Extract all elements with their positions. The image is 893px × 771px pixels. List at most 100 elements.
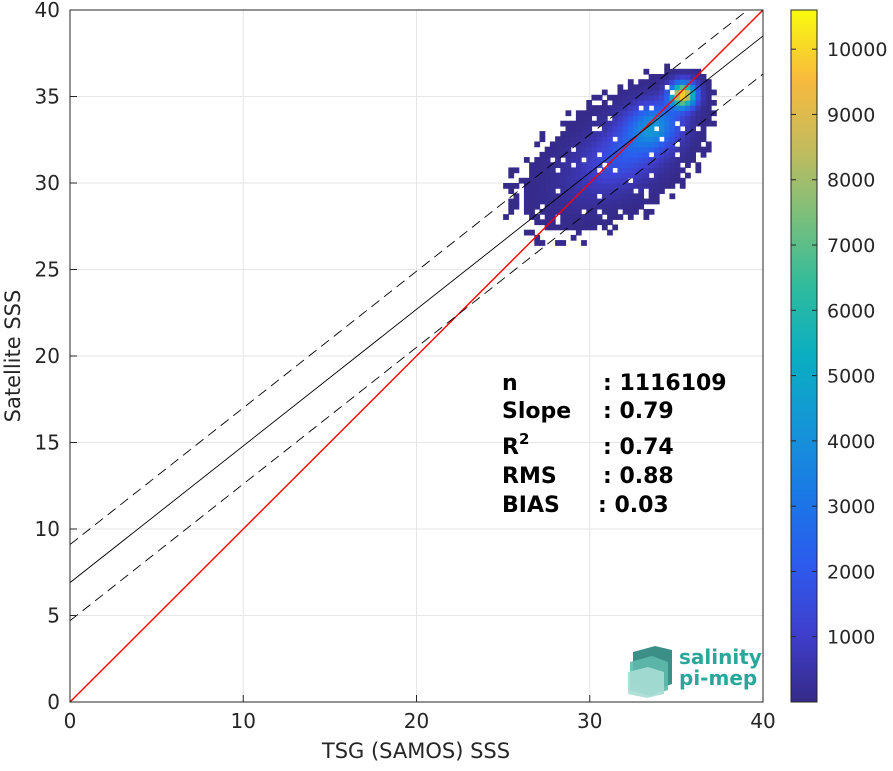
density-cell [581, 120, 587, 127]
x-tick-label: 30 [577, 709, 602, 733]
density-cell [627, 136, 634, 143]
density-cell [690, 115, 697, 122]
density-cell [700, 131, 707, 137]
density-cell [586, 188, 593, 194]
density-cell [544, 203, 551, 210]
density-cell [513, 193, 520, 200]
density-cell [622, 157, 629, 163]
density-cell [705, 84, 712, 91]
density-cell [679, 183, 686, 189]
density-cell [653, 193, 660, 200]
density-cell [643, 94, 650, 101]
density-cell [690, 89, 697, 96]
density-cell [601, 157, 608, 163]
density-cell [607, 172, 613, 179]
density-heatmap [503, 63, 717, 246]
density-cell [607, 151, 613, 158]
density-cell [664, 177, 671, 184]
density-cell [617, 84, 624, 91]
density-cell [549, 219, 556, 226]
density-cell [596, 219, 603, 226]
density-cell [690, 141, 697, 148]
density-cell [622, 120, 629, 127]
density-cell [685, 84, 691, 91]
density-cell [669, 141, 676, 148]
density-cell [560, 177, 567, 184]
density-cell [705, 105, 712, 111]
density-cell [570, 208, 577, 215]
density-cell [601, 193, 608, 200]
density-cell [669, 136, 676, 143]
density-cell [679, 68, 686, 75]
density-cell [575, 167, 582, 174]
density-cell [508, 188, 515, 194]
density-cell [622, 89, 629, 96]
density-cell [648, 94, 655, 101]
density-cell [669, 110, 676, 117]
density-cell [685, 99, 691, 106]
density-cell [695, 105, 702, 111]
density-cell [544, 162, 551, 169]
density-cell [617, 203, 624, 210]
density-cell [565, 224, 572, 231]
density-cell [549, 193, 556, 200]
density-cell [685, 131, 691, 137]
density-cell [705, 146, 712, 153]
density-cell [664, 74, 671, 80]
density-cell [674, 115, 681, 122]
density-cell [690, 157, 697, 163]
density-cell [607, 188, 613, 194]
density-cell [539, 198, 546, 205]
logo-layer-front-icon [628, 667, 664, 698]
density-cell [575, 146, 582, 153]
logo-line2: pi-mep [679, 666, 757, 690]
density-cell [570, 193, 577, 200]
density-cell [638, 141, 645, 148]
density-cell [539, 136, 546, 143]
y-tick-label: 30 [35, 171, 60, 195]
density-cell [549, 146, 556, 153]
density-cell [633, 136, 639, 143]
density-cell [643, 157, 650, 163]
density-cell [534, 219, 541, 226]
density-cell [601, 208, 608, 215]
density-cell [617, 151, 624, 158]
density-cell [648, 84, 655, 91]
density-cell [560, 151, 567, 158]
density-cell [586, 131, 593, 137]
density-cell [575, 208, 582, 215]
density-cell [591, 208, 598, 215]
stat-value: : 0.88 [603, 464, 674, 489]
density-cell [690, 84, 697, 91]
density-cell [659, 157, 665, 163]
density-cell [539, 240, 546, 246]
density-cell [560, 146, 567, 153]
density-cell [664, 79, 671, 85]
density-cell [700, 94, 707, 101]
density-cell [617, 183, 624, 189]
density-cell [659, 167, 665, 174]
density-cell [549, 177, 556, 184]
density-cell [607, 214, 613, 220]
colorbar-tick-label: 9000 [827, 104, 875, 126]
density-cell [612, 224, 619, 231]
density-cell [549, 188, 556, 194]
density-cell [565, 162, 572, 169]
density-cell [612, 105, 619, 111]
density-cell [622, 193, 629, 200]
density-cell [565, 177, 572, 184]
stat-label: RMS [502, 464, 557, 489]
density-cell [638, 84, 645, 91]
density-cell [591, 219, 598, 226]
density-cell [664, 131, 671, 137]
density-cell [638, 203, 645, 210]
density-cell [565, 193, 572, 200]
y-tick-label: 0 [47, 690, 60, 714]
density-cell [508, 167, 515, 174]
density-cell [659, 89, 665, 96]
density-cell [638, 151, 645, 158]
x-axis-label: TSG (SAMOS) SSS [321, 739, 510, 763]
density-cell [612, 94, 619, 101]
density-cell [617, 177, 624, 184]
density-cell [596, 141, 603, 148]
